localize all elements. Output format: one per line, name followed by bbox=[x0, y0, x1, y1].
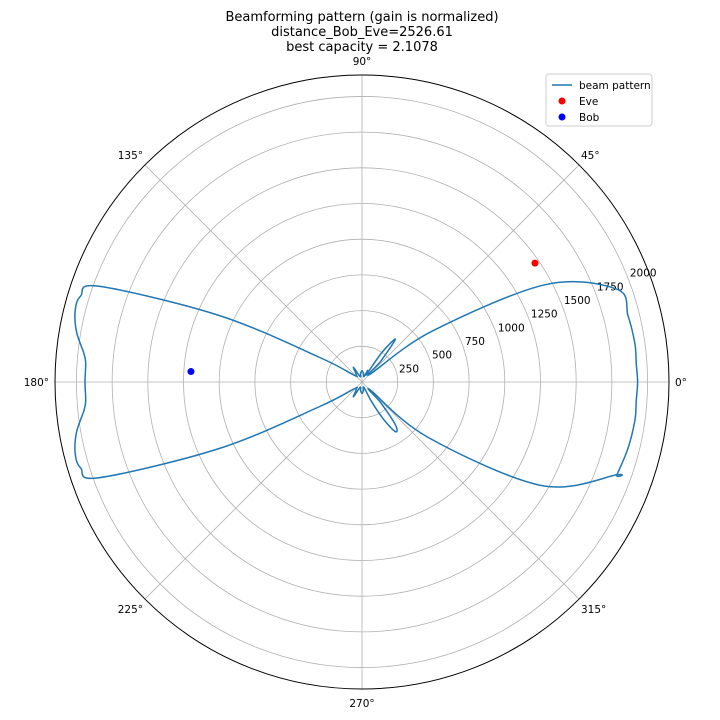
eve-point bbox=[531, 259, 539, 267]
angular-tick-label: 45° bbox=[581, 150, 600, 162]
angular-tick-label: 90° bbox=[353, 56, 372, 68]
title-line-1: Beamforming pattern (gain is normalized) bbox=[225, 10, 498, 25]
radial-tick-label: 250 bbox=[399, 363, 419, 375]
angular-tick-label: 315° bbox=[581, 604, 606, 616]
legend-label: beam pattern bbox=[579, 80, 651, 92]
radial-tick-label: 1250 bbox=[531, 309, 558, 321]
radial-tick-label: 1500 bbox=[564, 295, 591, 307]
beam-pattern-line bbox=[74, 280, 639, 488]
angular-grid-line bbox=[361, 164, 580, 383]
legend-dot-marker bbox=[558, 97, 566, 105]
angular-tick-label: 270° bbox=[349, 698, 374, 710]
legend-box bbox=[545, 73, 653, 127]
chart-title: Beamforming pattern (gain is normalized)… bbox=[225, 10, 498, 55]
plot-series bbox=[74, 259, 639, 488]
angular-tick-label: 135° bbox=[118, 150, 143, 162]
radial-tick-label: 1000 bbox=[498, 322, 525, 334]
legend-label: Bob bbox=[579, 112, 600, 124]
angular-grid-line bbox=[144, 164, 363, 383]
angular-grid-line bbox=[361, 381, 580, 600]
title-line-2: distance_Bob_Eve=2526.61 bbox=[271, 25, 453, 40]
polar-frame bbox=[54, 74, 670, 690]
angular-tick-label: 0° bbox=[675, 377, 687, 389]
title-line-3: best capacity = 2.1078 bbox=[286, 40, 438, 55]
bob-point bbox=[187, 368, 195, 376]
angular-tick-labels: 0° 45° 90° 135° 180° 225° 270° 315° bbox=[24, 56, 687, 710]
polar-grid bbox=[55, 75, 669, 689]
angular-tick-label: 225° bbox=[118, 604, 143, 616]
radial-tick-label: 750 bbox=[465, 336, 485, 348]
radial-tick-label: 2000 bbox=[630, 268, 657, 280]
angular-grid-line bbox=[144, 381, 363, 600]
radial-tick-label: 500 bbox=[432, 350, 452, 362]
legend[interactable]: beam pattern Eve Bob bbox=[545, 73, 653, 127]
legend-label: Eve bbox=[579, 96, 598, 108]
legend-dot-marker bbox=[558, 113, 566, 121]
angular-tick-label: 180° bbox=[24, 377, 49, 389]
